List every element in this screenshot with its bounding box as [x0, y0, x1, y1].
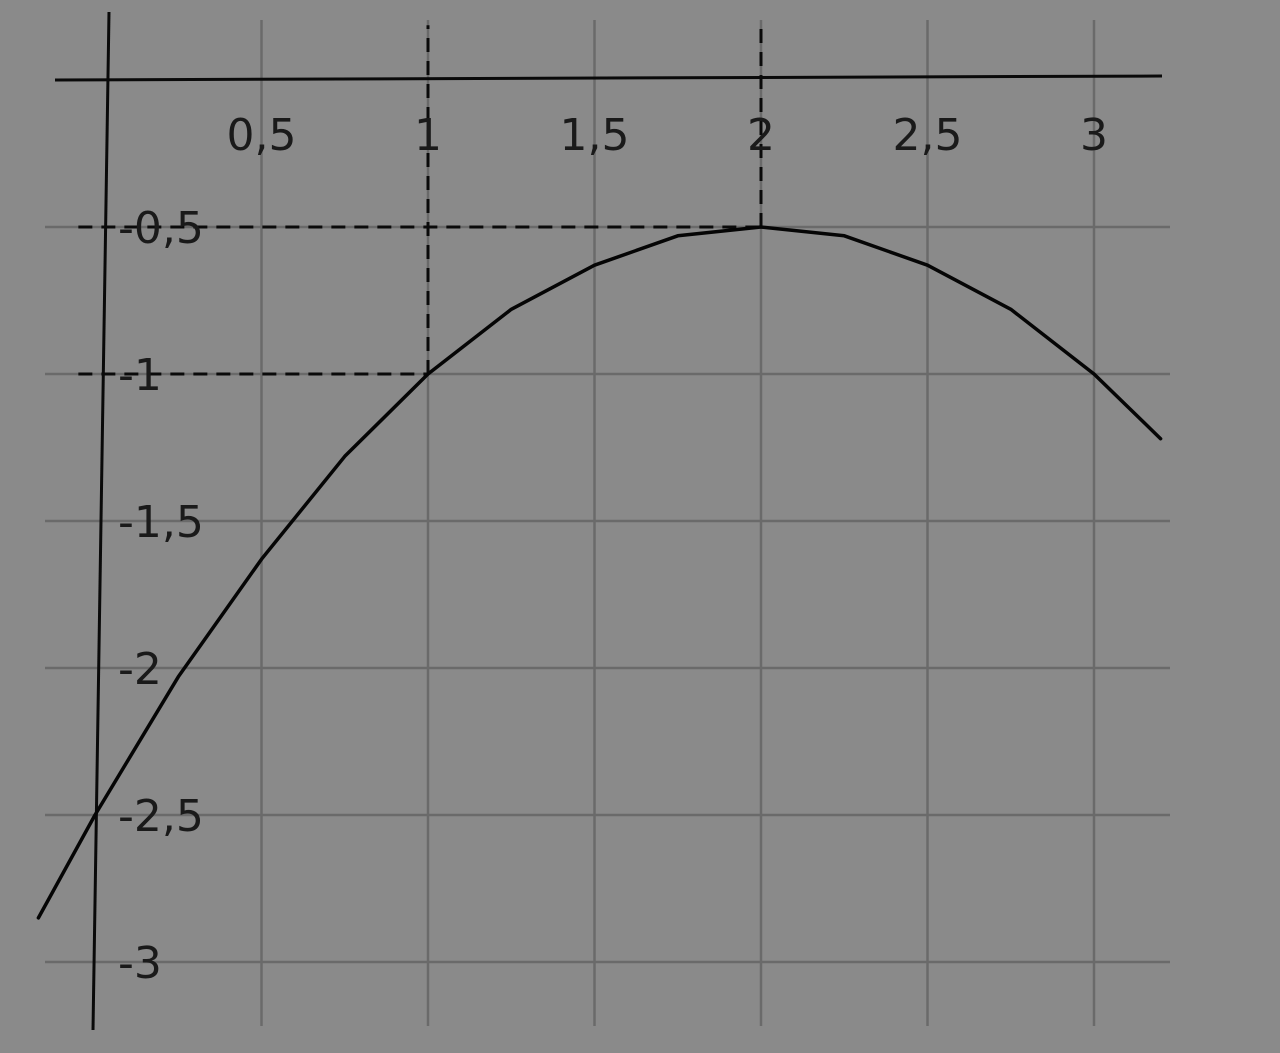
x-tick-label: 1: [414, 110, 442, 161]
y-tick-label: -0,5: [118, 203, 204, 254]
curve-series: [36, 225, 1163, 920]
x-tick-label: 1,5: [560, 110, 630, 161]
x-tick-label: 2: [747, 110, 775, 161]
curve-line: [36, 225, 1163, 920]
y-tick-label: -1: [118, 350, 162, 401]
x-tick-labels: 0,5 1 1,5 2 2,5 3: [227, 110, 1108, 161]
axes: [54, 11, 1163, 1031]
y-tick-label: -1,5: [118, 497, 204, 548]
x-tick-label: 2,5: [893, 110, 963, 161]
y-tick-label: -3: [118, 938, 162, 989]
y-tick-label: -2: [118, 644, 162, 695]
x-tick-label: 0,5: [227, 110, 297, 161]
y-tick-labels: -0,5 -1 -1,5 -2 -2,5 -3: [118, 203, 204, 989]
x-axis: [54, 74, 1163, 82]
y-axis: [91, 11, 111, 1031]
guide-lines: [78, 25, 763, 376]
y-tick-label: -2,5: [118, 791, 204, 842]
grid-lines: [45, 20, 1170, 1026]
x-tick-label: 3: [1080, 110, 1108, 161]
